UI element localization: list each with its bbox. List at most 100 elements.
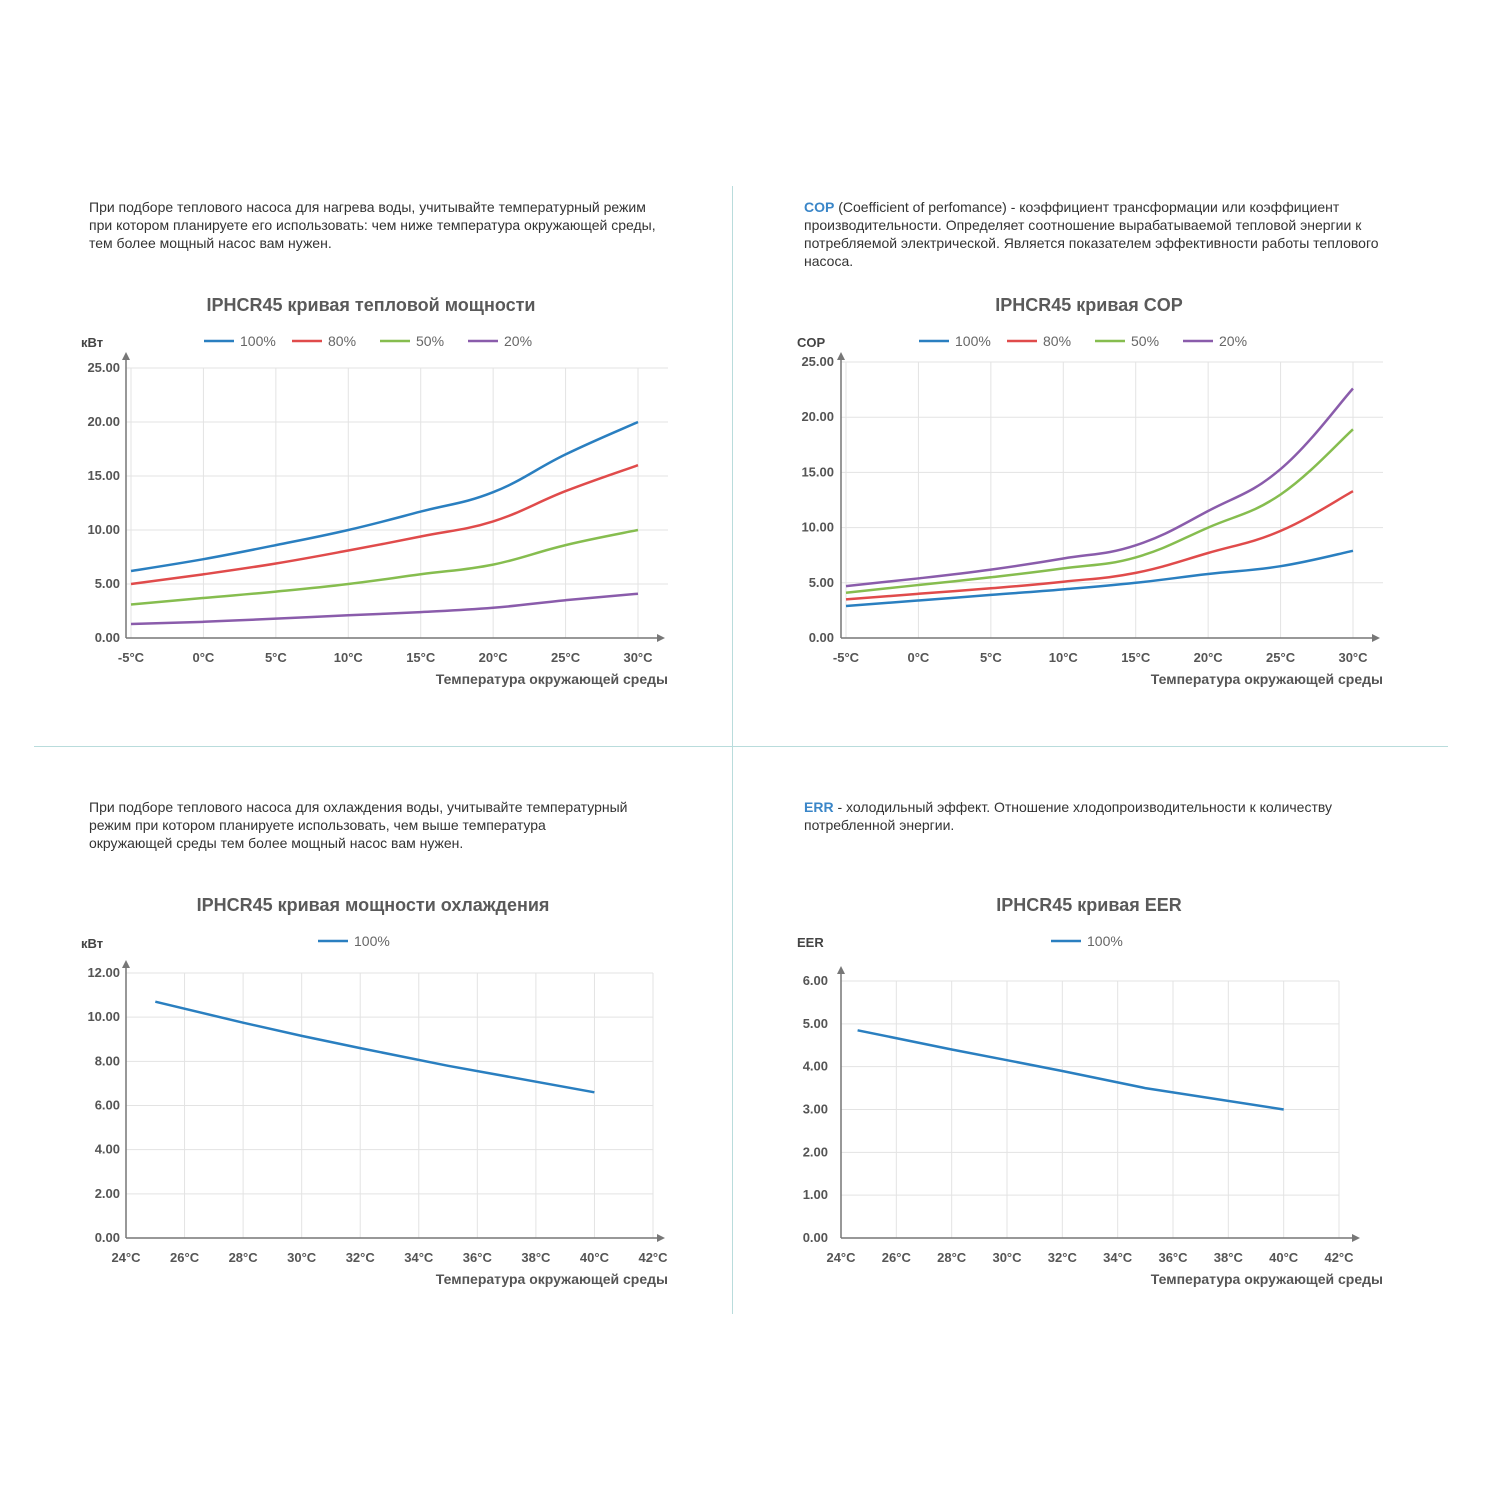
x-axis-arrow	[1372, 634, 1380, 642]
x-axis-title: Температура окружающей среды	[436, 1271, 668, 1287]
series-line-100pct	[857, 1029, 1284, 1111]
y-tick-label: 20.00	[801, 409, 834, 424]
y-tick-label: 10.00	[801, 520, 834, 535]
series-line-80pct	[845, 490, 1354, 601]
x-tick-label: 36°C	[463, 1250, 493, 1265]
legend-label: 50%	[1131, 333, 1159, 349]
legend-label: 80%	[1043, 333, 1071, 349]
x-tick-label: 38°C	[521, 1250, 551, 1265]
legend-label: 100%	[240, 333, 276, 349]
y-tick-label: 0.00	[803, 1230, 828, 1245]
y-tick-label: 5.00	[95, 576, 120, 591]
x-tick-label: 5°C	[265, 650, 287, 665]
y-tick-label: 2.00	[95, 1186, 120, 1201]
x-tick-label: 30°C	[623, 650, 653, 665]
y-tick-label: 10.00	[87, 1009, 120, 1024]
x-tick-label: 20°C	[479, 650, 509, 665]
x-tick-label: 10°C	[1049, 650, 1079, 665]
y-tick-label: 20.00	[87, 414, 120, 429]
x-tick-label: 28°C	[937, 1250, 967, 1265]
cop-term: COP	[804, 199, 835, 215]
cooling-power-description: При подборе теплового насоса для охлажде…	[89, 798, 629, 852]
y-tick-label: 12.00	[87, 965, 120, 980]
y-axis-arrow	[122, 960, 130, 968]
y-tick-label: 0.00	[95, 1230, 120, 1245]
x-tick-label: 28°C	[229, 1250, 259, 1265]
y-tick-label: 4.00	[95, 1142, 120, 1157]
legend-label: 20%	[1219, 333, 1247, 349]
cop-description-text: (Coefficient of perfomance) - коэффициен…	[804, 199, 1379, 269]
y-unit-label: COP	[797, 335, 826, 350]
cooling-power-chart: IPHCR45 кривая мощности охлаждения кВт 100…	[81, 895, 668, 1287]
x-tick-label: 40°C	[1269, 1250, 1299, 1265]
x-tick-label: 34°C	[404, 1250, 434, 1265]
x-tick-label: 0°C	[908, 650, 930, 665]
x-tick-label: 30°C	[287, 1250, 317, 1265]
x-tick-label: 38°C	[1214, 1250, 1244, 1265]
y-tick-label: 25.00	[87, 360, 120, 375]
y-tick-label: 8.00	[95, 1053, 120, 1068]
x-axis-title: Температура окружающей среды	[1151, 1271, 1383, 1287]
y-axis-arrow	[837, 966, 845, 974]
x-tick-label: 26°C	[882, 1250, 912, 1265]
legend-label: 100%	[1087, 933, 1123, 949]
chart-title: IPHCR45 кривая EER	[996, 895, 1181, 915]
y-tick-label: 25.00	[801, 354, 834, 369]
x-tick-label: 42°C	[1324, 1250, 1354, 1265]
series-line-100pct	[845, 549, 1354, 608]
series-line-20pct	[845, 387, 1354, 588]
y-tick-label: 1.00	[803, 1187, 828, 1202]
y-unit-label: кВт	[81, 936, 103, 951]
x-axis-arrow	[657, 634, 665, 642]
y-tick-label: 2.00	[803, 1144, 828, 1159]
chart-title: IPHCR45 кривая COP	[995, 295, 1182, 315]
series-line-100pct	[130, 420, 639, 573]
x-tick-label: 5°C	[980, 650, 1002, 665]
y-tick-label: 15.00	[801, 464, 834, 479]
y-tick-label: 0.00	[95, 630, 120, 645]
y-tick-label: 10.00	[87, 522, 120, 537]
heat-power-description: При подборе теплового насоса для нагрева…	[89, 198, 659, 252]
horizontal-divider	[34, 746, 1448, 747]
x-tick-label: 25°C	[1266, 650, 1296, 665]
x-tick-label: 20°C	[1194, 650, 1224, 665]
legend-label: 50%	[416, 333, 444, 349]
heat-power-chart: IPHCR45 кривая тепловой мощности кВт 100% 8…	[81, 295, 668, 687]
vertical-divider	[732, 186, 733, 1314]
y-tick-label: 3.00	[803, 1102, 828, 1117]
x-axis-arrow	[1352, 1234, 1360, 1242]
series-line-50pct	[130, 528, 639, 606]
y-tick-label: 15.00	[87, 468, 120, 483]
y-tick-label: 5.00	[809, 575, 834, 590]
x-tick-label: 10°C	[334, 650, 364, 665]
x-axis-arrow	[657, 1234, 665, 1242]
y-tick-label: 6.00	[803, 973, 828, 988]
x-tick-label: 15°C	[406, 650, 436, 665]
y-tick-label: 0.00	[809, 630, 834, 645]
x-tick-label: 24°C	[826, 1250, 856, 1265]
series-line-100pct	[155, 1000, 595, 1094]
x-tick-label: 30°C	[1338, 650, 1368, 665]
legend-label: 100%	[354, 933, 390, 949]
x-axis-title: Температура окружающей среды	[1151, 671, 1383, 687]
legend-label: 20%	[504, 333, 532, 349]
x-tick-label: -5°C	[118, 650, 145, 665]
series-line-80pct	[130, 464, 639, 586]
cop-description: COP (Coefficient of perfomance) - коэффи…	[804, 198, 1384, 270]
y-unit-label: кВт	[81, 335, 103, 350]
x-tick-label: 32°C	[346, 1250, 376, 1265]
y-tick-label: 5.00	[803, 1016, 828, 1031]
heat-power-description-text: При подборе теплового насоса для нагрева…	[89, 199, 656, 251]
series-line-20pct	[130, 592, 639, 626]
x-tick-label: -5°C	[833, 650, 860, 665]
err-description: ERR - холодильный эффект. Отношение хлод…	[804, 798, 1384, 834]
legend-label: 100%	[955, 333, 991, 349]
cooling-power-description-text: При подборе теплового насоса для охлажде…	[89, 799, 628, 851]
series-line-50pct	[845, 428, 1354, 594]
x-tick-label: 42°C	[638, 1250, 668, 1265]
x-tick-label: 0°C	[193, 650, 215, 665]
x-tick-label: 36°C	[1158, 1250, 1188, 1265]
y-axis-arrow	[122, 352, 130, 360]
x-tick-label: 15°C	[1121, 650, 1151, 665]
